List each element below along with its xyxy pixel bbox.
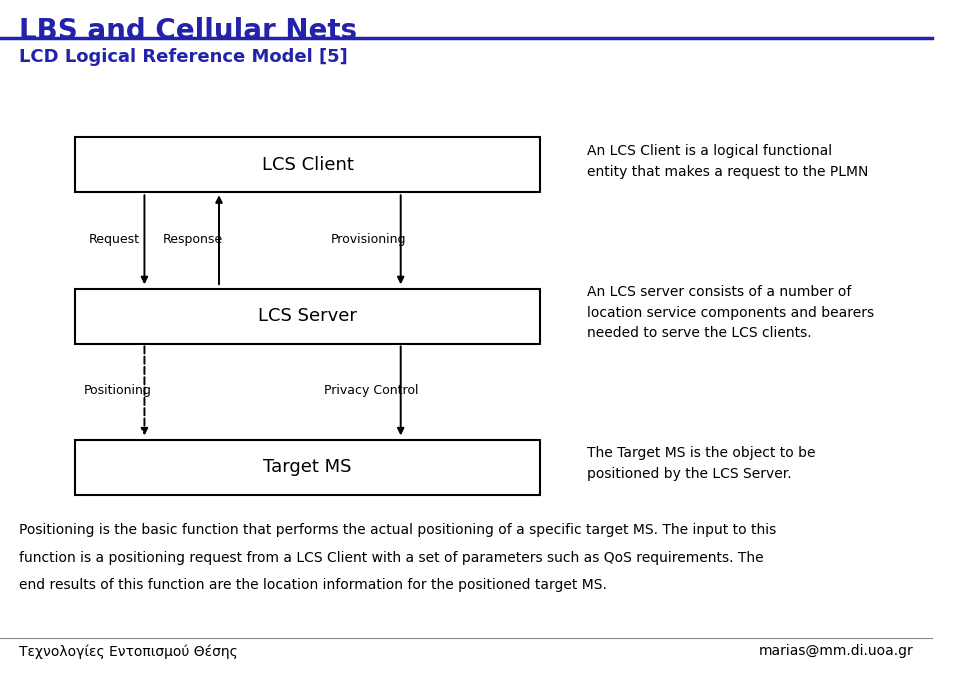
Text: LCS Server: LCS Server <box>258 307 357 325</box>
Text: Positioning: Positioning <box>84 384 152 396</box>
Text: marias@mm.di.uoa.gr: marias@mm.di.uoa.gr <box>758 644 913 658</box>
FancyBboxPatch shape <box>75 440 540 495</box>
FancyBboxPatch shape <box>75 137 540 192</box>
Text: end results of this function are the location information for the positioned tar: end results of this function are the loc… <box>18 578 607 592</box>
FancyBboxPatch shape <box>75 289 540 344</box>
Text: Request: Request <box>88 233 139 245</box>
Text: LCS Client: LCS Client <box>261 156 353 174</box>
Text: Privacy Control: Privacy Control <box>324 384 419 396</box>
Text: Target MS: Target MS <box>263 458 351 476</box>
Text: LBS and Cellular Nets: LBS and Cellular Nets <box>18 17 357 45</box>
Text: An LCS Client is a logical functional
entity that makes a request to the PLMN: An LCS Client is a logical functional en… <box>588 144 869 179</box>
Text: LCD Logical Reference Model [5]: LCD Logical Reference Model [5] <box>18 48 348 66</box>
Text: Positioning is the basic function that performs the actual positioning of a spec: Positioning is the basic function that p… <box>18 523 776 537</box>
Text: An LCS server consists of a number of
location service components and bearers
ne: An LCS server consists of a number of lo… <box>588 285 875 340</box>
Text: Provisioning: Provisioning <box>331 233 406 245</box>
Text: function is a positioning request from a LCS Client with a set of parameters suc: function is a positioning request from a… <box>18 551 763 565</box>
Text: Response: Response <box>163 233 224 245</box>
Text: Τεχνολογίες Εντοπισμού Θέσης: Τεχνολογίες Εντοπισμού Θέσης <box>18 644 237 659</box>
Text: The Target MS is the object to be
positioned by the LCS Server.: The Target MS is the object to be positi… <box>588 447 816 481</box>
